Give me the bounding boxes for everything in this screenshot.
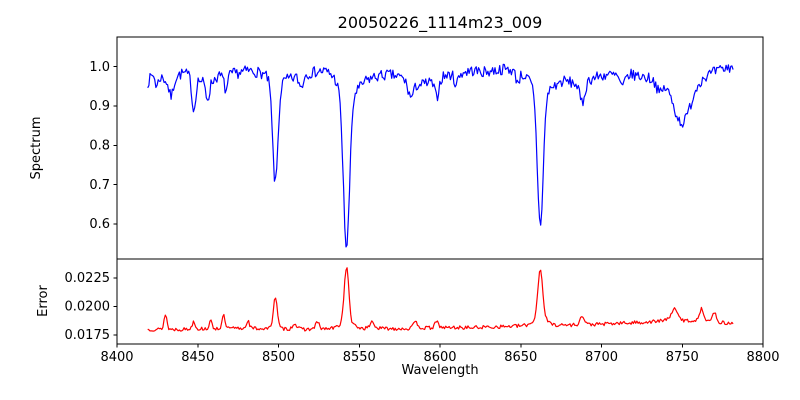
- x-tick-label: 8650: [504, 350, 537, 365]
- error-y-tick-label: 0.0175: [65, 328, 111, 343]
- error-y-tick-label: 0.0225: [65, 271, 111, 286]
- spectrum-y-tick-label: 0.6: [89, 217, 110, 232]
- spectrum-axes-frame: [116, 36, 764, 260]
- spectrum-y-tick-label: 0.9: [89, 99, 110, 114]
- x-axis-label: Wavelength: [401, 363, 478, 378]
- spectrum-y-tick-label: 1.0: [89, 60, 110, 75]
- x-tick-label: 8750: [666, 350, 699, 365]
- error-y-axis-label: Error: [36, 285, 51, 317]
- spectrum-y-tick-label: 0.8: [89, 139, 110, 154]
- x-axis: 8400 8450 8500 8550 8600 8650 8700 8750 8800: [100, 344, 780, 365]
- error-line: [147, 267, 734, 332]
- error-panel: 0.0225 0.0200 0.0175: [65, 258, 764, 345]
- x-tick-label: 8800: [746, 350, 779, 365]
- spectrum-y-axis-label: Spectrum: [29, 117, 44, 180]
- plot-area: 1.0 0.9 0.8 0.7 0.6 0.0225 0.0200 0.0175 8400 845…: [65, 36, 780, 365]
- x-tick-label: 8500: [262, 350, 295, 365]
- x-tick-label: 8400: [100, 350, 133, 365]
- x-tick-label: 8700: [585, 350, 618, 365]
- spectrum-panel: 1.0 0.9 0.8 0.7 0.6: [89, 36, 764, 260]
- error-y-tick-label: 0.0200: [65, 300, 111, 315]
- x-tick-label: 8450: [181, 350, 214, 365]
- spectrum-line: [147, 63, 734, 248]
- error-axes-frame: [116, 258, 764, 345]
- chart-title: 20050226_1114m23_009: [338, 13, 543, 33]
- x-tick-label: 8600: [423, 350, 456, 365]
- spectrum-y-tick-label: 0.7: [89, 178, 110, 193]
- x-tick-label: 8550: [343, 350, 376, 365]
